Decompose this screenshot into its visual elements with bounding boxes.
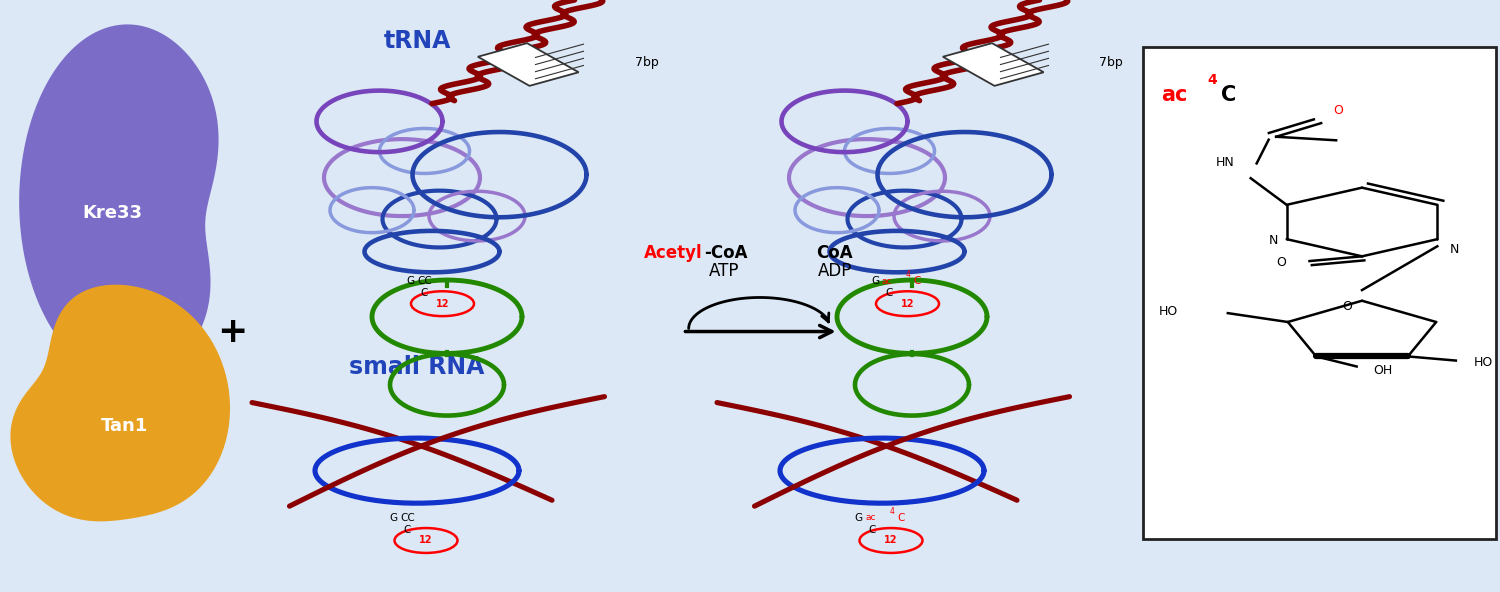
Polygon shape: [10, 285, 230, 522]
Text: HN: HN: [1215, 156, 1234, 169]
Text: HO: HO: [1474, 356, 1492, 369]
Text: C: C: [914, 276, 921, 286]
Text: C: C: [897, 513, 904, 523]
Text: 12: 12: [900, 299, 914, 308]
Text: ADP: ADP: [818, 262, 852, 280]
Text: 7bp: 7bp: [1100, 56, 1124, 69]
Text: -CoA: -CoA: [705, 244, 747, 262]
Text: ac: ac: [882, 276, 892, 286]
Text: O: O: [1276, 256, 1286, 269]
Text: CoA: CoA: [816, 244, 854, 262]
Text: N: N: [1269, 234, 1278, 247]
Bar: [944, 43, 1044, 86]
Text: CC: CC: [400, 513, 416, 523]
Text: 4: 4: [1208, 73, 1218, 87]
Bar: [478, 43, 579, 86]
Text: small RNA: small RNA: [350, 355, 484, 379]
Text: 4: 4: [890, 507, 894, 516]
Text: O: O: [1334, 104, 1342, 117]
Text: ATP: ATP: [708, 262, 740, 280]
Text: 12: 12: [420, 536, 434, 545]
Bar: [1143, 47, 1496, 539]
Text: O: O: [1342, 300, 1353, 313]
Text: G: G: [855, 513, 862, 523]
Text: Acetyl: Acetyl: [644, 244, 702, 262]
Text: 12: 12: [885, 536, 897, 545]
Text: 7bp: 7bp: [634, 56, 658, 69]
Text: G: G: [406, 276, 414, 286]
Text: ac: ac: [1161, 85, 1188, 105]
Text: tRNA: tRNA: [384, 30, 450, 53]
Text: CC: CC: [417, 276, 432, 286]
Text: G: G: [871, 276, 879, 286]
Text: Tan1: Tan1: [100, 417, 148, 435]
Text: C: C: [1221, 85, 1236, 105]
Text: C: C: [868, 525, 876, 535]
Text: +: +: [217, 314, 248, 349]
Text: ac: ac: [865, 513, 876, 523]
Text: G: G: [390, 513, 398, 523]
Text: Kre33: Kre33: [82, 204, 142, 222]
Text: HO: HO: [1160, 305, 1179, 318]
Text: C: C: [404, 525, 411, 535]
Text: N: N: [1449, 243, 1458, 256]
Text: C: C: [420, 288, 428, 298]
Text: 12: 12: [436, 299, 450, 308]
Polygon shape: [20, 24, 219, 379]
Text: OH: OH: [1372, 364, 1392, 377]
Text: 4: 4: [906, 271, 910, 279]
Text: C: C: [885, 288, 892, 298]
